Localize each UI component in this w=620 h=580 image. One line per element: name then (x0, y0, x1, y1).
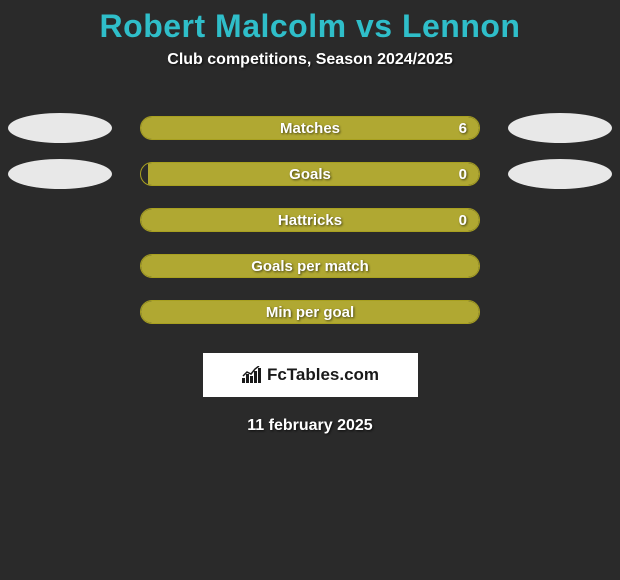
stat-value-right: 6 (459, 120, 467, 137)
stat-row-min-per-goal: Min per goal (0, 289, 620, 335)
stat-bar: Min per goal (140, 300, 480, 324)
ellipse-left (8, 113, 112, 143)
stat-row-matches: Matches 6 (0, 105, 620, 151)
stat-value-right: 0 (459, 212, 467, 229)
stat-label: Min per goal (266, 304, 354, 321)
bars-icon (241, 366, 263, 384)
stat-label: Hattricks (278, 212, 342, 229)
stat-bar: Goals 0 (140, 162, 480, 186)
stat-label: Goals (289, 166, 331, 183)
stat-row-goals: Goals 0 (0, 151, 620, 197)
comparison-subtitle: Club competitions, Season 2024/2025 (0, 51, 620, 69)
logo-label: FcTables.com (267, 365, 379, 385)
stat-row-goals-per-match: Goals per match (0, 243, 620, 289)
stat-label: Matches (280, 120, 340, 137)
stat-label: Goals per match (251, 258, 369, 275)
stat-bar: Goals per match (140, 254, 480, 278)
stat-value-right: 0 (459, 166, 467, 183)
ellipse-right (508, 113, 612, 143)
source-logo: FcTables.com (203, 353, 418, 397)
date-text: 11 february 2025 (0, 417, 620, 435)
infographic-container: Robert Malcolm vs Lennon Club competitio… (0, 0, 620, 580)
stat-row-hattricks: Hattricks 0 (0, 197, 620, 243)
stat-bar: Hattricks 0 (140, 208, 480, 232)
ellipse-right (508, 159, 612, 189)
logo-text: FcTables.com (241, 365, 379, 385)
comparison-title: Robert Malcolm vs Lennon (0, 0, 620, 51)
stat-bar: Matches 6 (140, 116, 480, 140)
ellipse-left (8, 159, 112, 189)
stats-area: Matches 6 Goals 0 Hattricks 0 (0, 105, 620, 335)
